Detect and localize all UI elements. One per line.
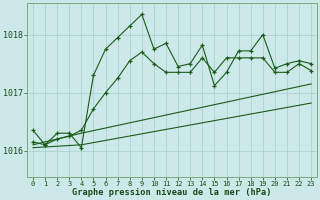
X-axis label: Graphe pression niveau de la mer (hPa): Graphe pression niveau de la mer (hPa) bbox=[72, 188, 272, 197]
